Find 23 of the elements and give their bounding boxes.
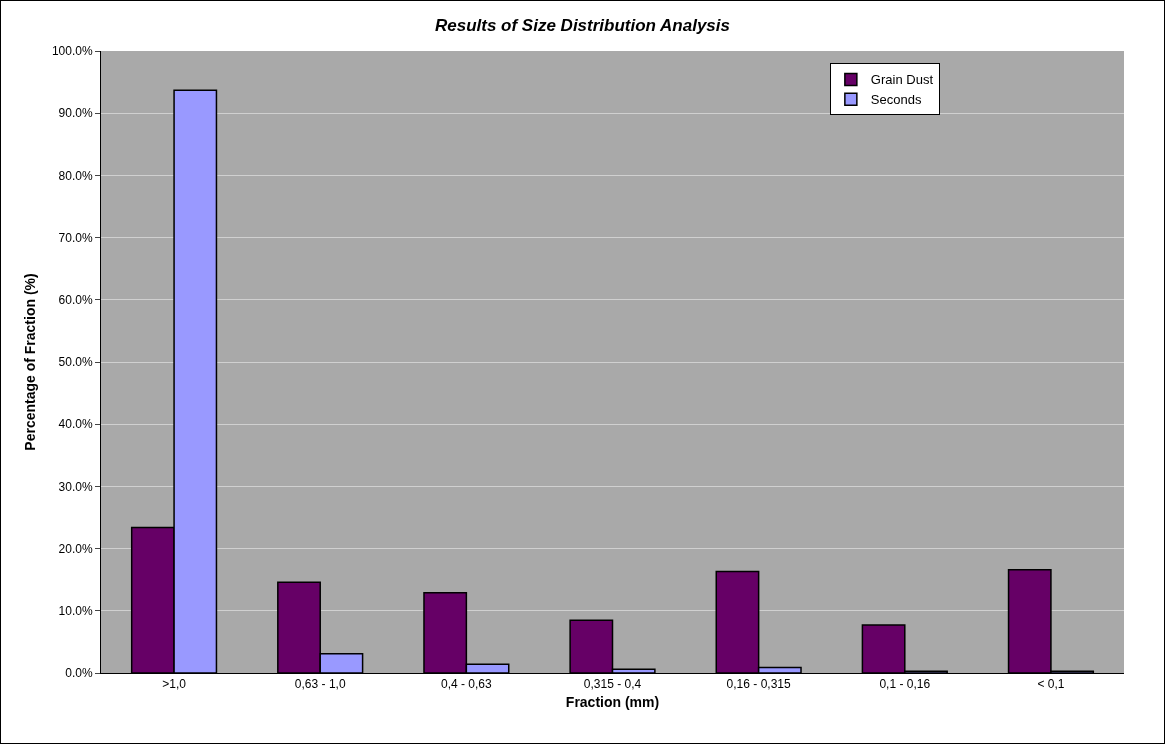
y-tick-label: 30.0% — [58, 479, 93, 494]
x-tick-label: < 0,1 — [1037, 677, 1065, 692]
y-tick-label: 100.0% — [51, 44, 93, 59]
x-tick-label: >1,0 — [162, 677, 187, 692]
x-tick-label: 0,1 - 0,16 — [879, 677, 931, 692]
y-tick-label: 70.0% — [58, 230, 93, 245]
y-tick-label: 0.0% — [65, 666, 93, 681]
x-tick-label: 0,315 - 0,4 — [583, 677, 642, 692]
chart-title: Results of Size Distribution Analysis — [434, 16, 731, 36]
x-axis-title: Fraction (mm) — [565, 693, 660, 710]
x-tick-label: 0,16 - 0,315 — [726, 677, 791, 692]
legend-label: Grain Dust — [870, 72, 934, 88]
y-tick-label: 60.0% — [58, 293, 93, 307]
y-axis-title: Percentage of Fraction (%) — [22, 273, 39, 451]
x-tick-label: 0,63 - 1,0 — [294, 677, 346, 692]
y-tick-label: 10.0% — [58, 604, 93, 618]
y-tick-label: 90.0% — [58, 106, 93, 121]
y-tick-label: 20.0% — [58, 541, 93, 556]
y-tick-label: 40.0% — [58, 417, 93, 432]
x-tick-label: 0,4 - 0,63 — [441, 677, 493, 692]
y-tick-label: 80.0% — [58, 168, 93, 183]
y-tick-label: 50.0% — [58, 355, 93, 370]
legend-label: Seconds — [870, 92, 922, 108]
